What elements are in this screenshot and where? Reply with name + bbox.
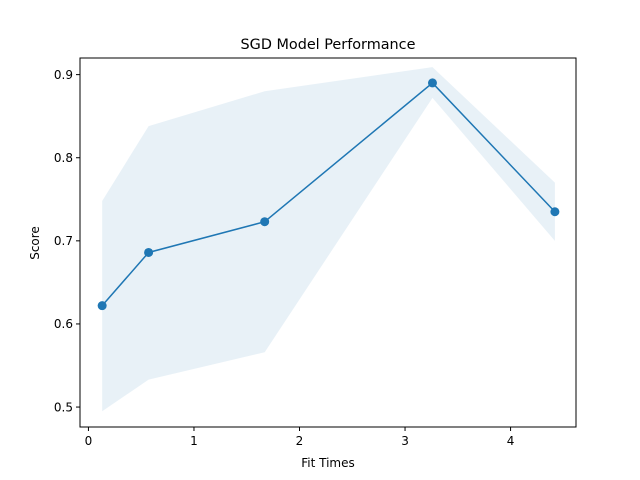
y-tick-label: 0.8 — [54, 151, 73, 165]
data-point — [144, 247, 154, 257]
x-tick-label: 4 — [507, 434, 515, 448]
data-point — [97, 301, 107, 311]
x-tick-label: 1 — [190, 434, 198, 448]
y-tick-label: 0.7 — [54, 234, 73, 248]
y-tick-label: 0.5 — [54, 400, 73, 414]
y-tick-label: 0.6 — [54, 317, 73, 331]
x-tick-label: 2 — [296, 434, 304, 448]
y-tick-label: 0.9 — [54, 68, 73, 82]
data-point — [427, 78, 437, 88]
y-axis-label: Score — [28, 226, 42, 260]
chart-title: SGD Model Performance — [241, 37, 416, 53]
x-tick-label: 0 — [85, 434, 93, 448]
x-axis: 0 1 2 3 4 — [85, 427, 515, 448]
y-axis: 0.5 0.6 0.7 0.8 0.9 — [54, 68, 80, 414]
data-point — [260, 217, 270, 227]
confidence-band — [102, 67, 555, 412]
x-tick-label: 3 — [401, 434, 409, 448]
x-axis-label: Fit Times — [301, 456, 355, 470]
plot-area — [97, 67, 560, 412]
data-point — [550, 207, 560, 217]
axes-frame — [79, 57, 577, 428]
